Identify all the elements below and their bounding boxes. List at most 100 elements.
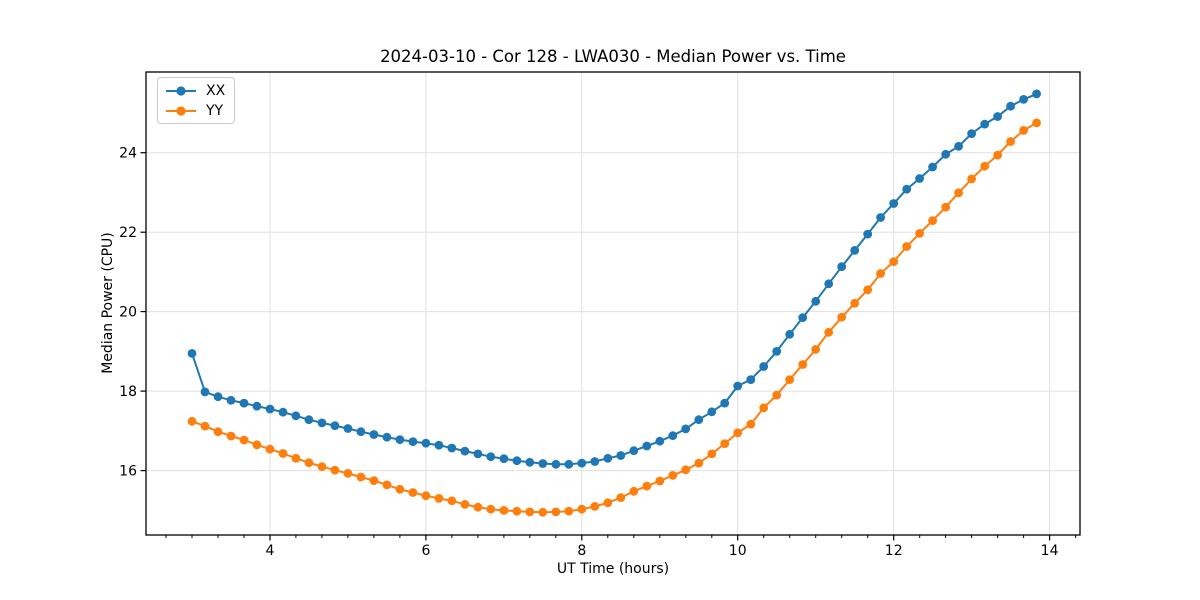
data-point-yy [668, 471, 678, 480]
data-point-yy [772, 390, 782, 400]
data-point-yy [928, 216, 937, 226]
data-point-yy [252, 440, 262, 450]
data-point-xx [395, 435, 405, 444]
data-point-yy [447, 496, 457, 506]
data-point-xx [603, 453, 613, 463]
x-tick-label: 4 [266, 543, 275, 559]
chart-title: 2024-03-10 - Cor 128 - LWA030 - Median P… [380, 47, 846, 66]
data-point-xx [590, 457, 600, 466]
x-tick-label: 6 [421, 543, 430, 559]
data-point-yy [798, 360, 808, 369]
data-point-xx [824, 279, 834, 289]
data-point-xx [512, 456, 522, 466]
data-point-xx [551, 459, 561, 469]
data-point-xx [772, 347, 782, 356]
y-tick-label: 16 [119, 464, 137, 480]
data-point-yy [941, 202, 951, 212]
data-point-xx [915, 174, 924, 183]
data-point-xx [850, 246, 860, 255]
data-point-yy [603, 498, 613, 508]
data-point-xx [291, 411, 301, 421]
data-point-yy [993, 150, 1002, 160]
legend-label-xx: XX [206, 82, 226, 99]
data-point-yy [330, 465, 340, 475]
legend-label-yy: YY [206, 102, 224, 119]
x-tick-label: 14 [1041, 543, 1059, 559]
data-point-yy [967, 174, 976, 184]
x-axis-label: UT Time (hours) [556, 561, 670, 577]
data-point-xx [473, 449, 483, 459]
legend-line-marker-swatch [166, 85, 196, 96]
data-point-yy [473, 502, 483, 512]
data-point-yy [434, 494, 444, 503]
data-point-yy [811, 345, 821, 354]
data-point-xx [668, 431, 678, 440]
data-point-xx [993, 112, 1002, 121]
axes-frame [145, 71, 1081, 536]
data-point-yy [889, 257, 899, 266]
data-point-xx [330, 421, 340, 431]
data-point-yy [278, 449, 288, 458]
data-point-yy [213, 427, 223, 437]
data-point-xx [876, 213, 885, 222]
legend-item-yy: YY [165, 101, 225, 120]
data-point-yy [915, 229, 924, 238]
data-point-yy [239, 435, 249, 445]
y-tick-label: 22 [119, 225, 137, 241]
data-point-yy [616, 493, 626, 502]
data-point-yy [525, 507, 535, 517]
data-point-yy [1006, 137, 1015, 146]
data-point-xx [564, 459, 574, 469]
data-point-xx [1019, 95, 1028, 104]
data-point-xx [629, 446, 639, 456]
data-point-xx [304, 415, 314, 425]
data-point-yy [499, 506, 509, 515]
data-point-yy [876, 269, 885, 278]
data-point-xx [863, 229, 873, 239]
data-point-yy [837, 312, 847, 322]
data-point-yy [421, 491, 431, 501]
data-point-xx [746, 375, 756, 384]
data-point-xx [967, 129, 976, 139]
data-point-yy [1019, 125, 1028, 135]
data-point-yy [512, 506, 522, 516]
data-point-xx [681, 424, 691, 434]
data-point-xx [434, 440, 444, 450]
data-point-xx [486, 452, 496, 462]
data-point-xx [798, 313, 808, 322]
data-point-yy [395, 484, 405, 494]
data-point-yy [551, 507, 561, 517]
data-point-yy [187, 416, 197, 426]
data-point-yy [850, 298, 860, 308]
data-point-xx [408, 437, 418, 446]
data-point-xx [213, 392, 223, 402]
data-point-yy [538, 507, 548, 517]
data-point-xx [369, 430, 379, 439]
data-point-yy [577, 504, 587, 514]
data-point-yy [642, 481, 652, 491]
data-point-yy [200, 421, 210, 431]
data-point-yy [460, 500, 470, 509]
data-point-yy [629, 486, 639, 496]
legend-item-xx: XX [165, 81, 225, 100]
data-point-yy [226, 431, 236, 441]
data-point-yy [564, 506, 574, 516]
data-point-yy [746, 419, 756, 429]
data-point-xx [811, 296, 821, 306]
data-point-xx [382, 432, 392, 442]
data-point-xx [928, 162, 937, 172]
data-point-yy [863, 285, 873, 295]
data-point-xx [655, 436, 665, 446]
data-point-xx [343, 424, 353, 433]
y-tick-label: 24 [119, 146, 137, 162]
data-point-yy [408, 488, 418, 497]
data-point-yy [486, 504, 496, 514]
data-point-xx [694, 415, 704, 425]
data-point-yy [369, 476, 379, 485]
data-point-xx [642, 441, 652, 451]
series-line-xx [191, 92, 1037, 466]
y-tick-label: 20 [119, 305, 137, 321]
data-point-xx [980, 119, 990, 129]
